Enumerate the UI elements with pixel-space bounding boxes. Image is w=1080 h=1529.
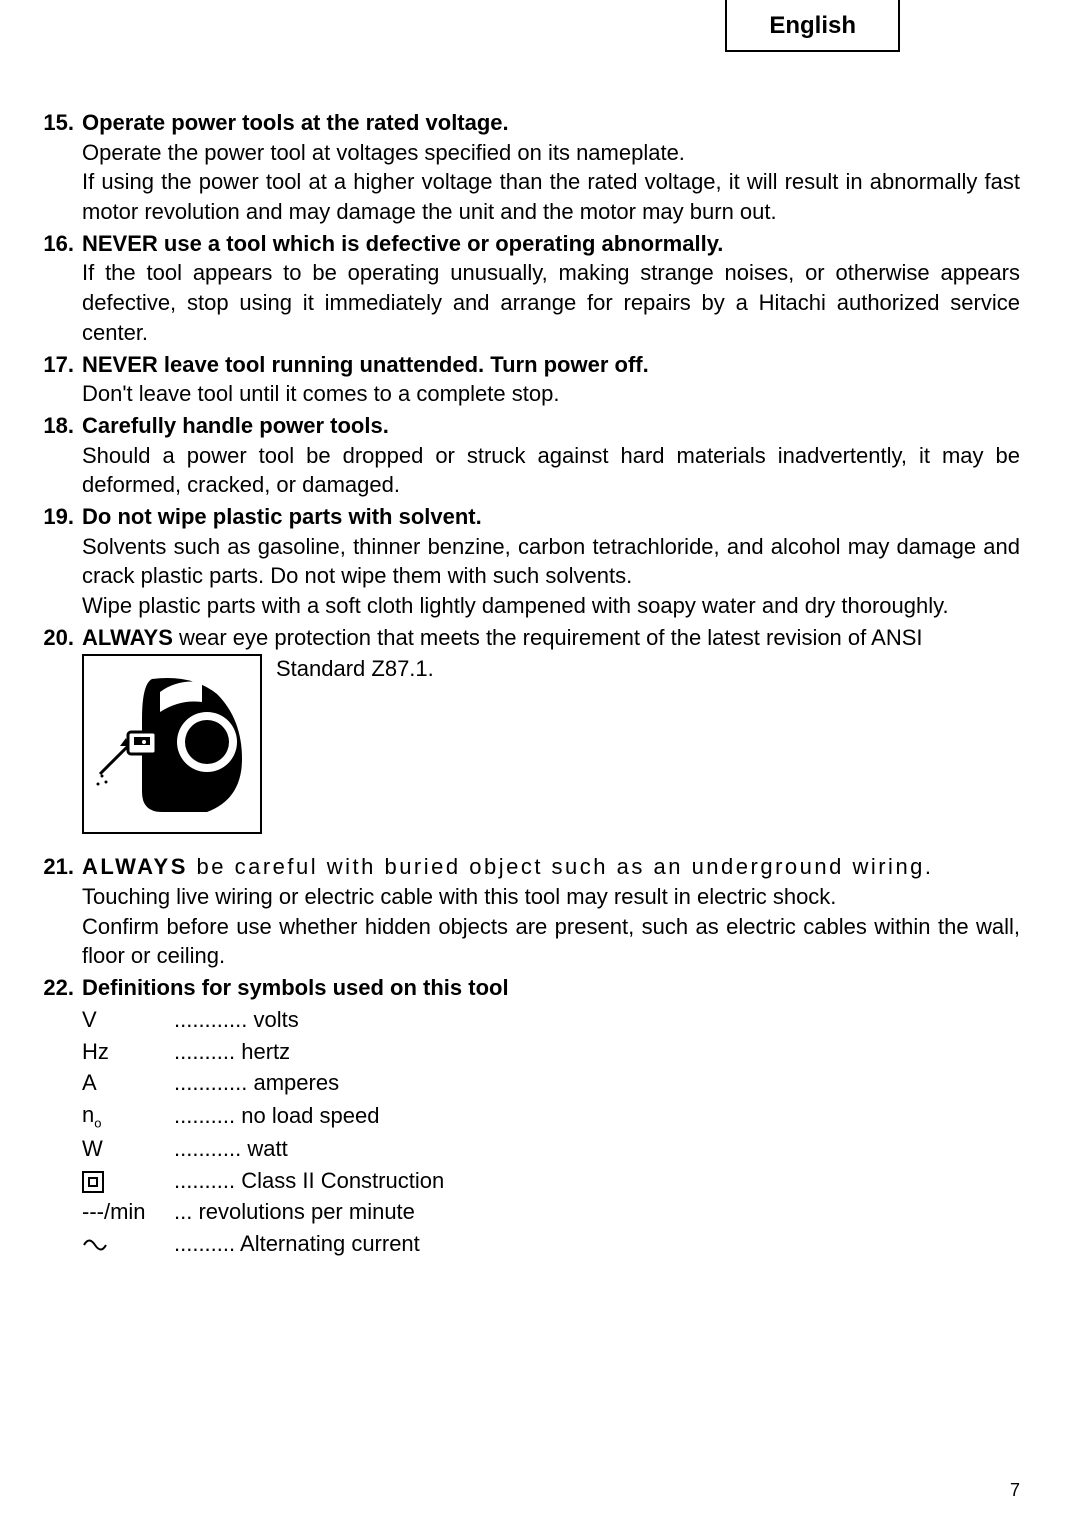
item-para: Operate the power tool at voltages speci… <box>82 138 1020 168</box>
definition-row: W........... watt <box>82 1134 1020 1164</box>
item-para: ALWAYS be careful with buried object suc… <box>82 852 1020 882</box>
item-title: NEVER use a tool which is defective or o… <box>82 229 1020 259</box>
item-number: 15. <box>40 108 82 227</box>
definition-symbol: Hz <box>82 1037 174 1067</box>
item-number: 16. <box>40 229 82 348</box>
definition-text: .......... Alternating current <box>174 1229 420 1259</box>
definition-symbol: no <box>82 1100 174 1132</box>
definition-row: .......... Class II Construction <box>82 1166 1020 1196</box>
definition-row: Hz.......... hertz <box>82 1037 1020 1067</box>
item-number: 19. <box>40 502 82 621</box>
face-shield-icon <box>82 654 262 834</box>
item-para: If using the power tool at a higher volt… <box>82 167 1020 226</box>
item-para: Wipe plastic parts with a soft cloth lig… <box>82 591 1020 621</box>
item-continuation: Standard Z87.1. <box>262 654 434 684</box>
item-title: NEVER leave tool running unattended. Tur… <box>82 350 1020 380</box>
definition-text: ............ volts <box>174 1005 299 1035</box>
item-para: ALWAYS wear eye protection that meets th… <box>82 623 1020 653</box>
item-para: If the tool appears to be operating unus… <box>82 258 1020 347</box>
definition-text: .......... Class II Construction <box>174 1166 444 1196</box>
item-para: Solvents such as gasoline, thinner benzi… <box>82 532 1020 591</box>
item-lead: ALWAYS <box>82 625 173 650</box>
language-tab: English <box>725 0 900 52</box>
item-para: Touching live wiring or electric cable w… <box>82 882 1020 912</box>
item-title: Operate power tools at the rated voltage… <box>82 108 1020 138</box>
ac-icon <box>82 1231 108 1256</box>
item-title: Definitions for symbols used on this too… <box>82 973 1020 1003</box>
item-number: 17. <box>40 350 82 409</box>
item-para: Should a power tool be dropped or struck… <box>82 441 1020 500</box>
safety-icon-block: Standard Z87.1. <box>40 654 1020 834</box>
list-item-18: 18. Carefully handle power tools. Should… <box>40 411 1020 500</box>
definition-symbol: W <box>82 1134 174 1164</box>
list-item-19: 19. Do not wipe plastic parts with solve… <box>40 502 1020 621</box>
definition-text: ........... watt <box>174 1134 288 1164</box>
item-number: 22. <box>40 973 82 1260</box>
definition-row: .......... Alternating current <box>82 1229 1020 1259</box>
list-item-17: 17. NEVER leave tool running unattended.… <box>40 350 1020 409</box>
page-content: 15. Operate power tools at the rated vol… <box>40 108 1020 1261</box>
definition-text: .......... hertz <box>174 1037 290 1067</box>
list-item-21: 21. ALWAYS be careful with buried object… <box>40 852 1020 971</box>
list-item-16: 16. NEVER use a tool which is defective … <box>40 229 1020 348</box>
item-number: 18. <box>40 411 82 500</box>
list-item-22: 22. Definitions for symbols used on this… <box>40 973 1020 1260</box>
definition-row: no.......... no load speed <box>82 1100 1020 1132</box>
definition-symbol: ---/min <box>82 1197 174 1227</box>
item-rest: wear eye protection that meets the requi… <box>173 625 923 650</box>
definition-symbol <box>82 1229 174 1259</box>
item-number: 21. <box>40 852 82 971</box>
definition-row: V............ volts <box>82 1005 1020 1035</box>
item-title: Do not wipe plastic parts with solvent. <box>82 502 1020 532</box>
page-number: 7 <box>1010 1480 1020 1501</box>
item-rest: be careful with buried object such as an… <box>188 854 934 879</box>
item-title: Carefully handle power tools. <box>82 411 1020 441</box>
definition-text: ............ amperes <box>174 1068 339 1098</box>
item-number: 20. <box>40 623 82 653</box>
list-item-20: 20. ALWAYS wear eye protection that meet… <box>40 623 1020 653</box>
definition-text: .......... no load speed <box>174 1101 379 1131</box>
item-para: Don't leave tool until it comes to a com… <box>82 379 1020 409</box>
item-lead: ALWAYS <box>82 854 188 879</box>
definition-symbol <box>82 1166 174 1196</box>
list-item-15: 15. Operate power tools at the rated vol… <box>40 108 1020 227</box>
definition-row: ---/min... revolutions per minute <box>82 1197 1020 1227</box>
definition-symbol: V <box>82 1005 174 1035</box>
item-para: Confirm before use whether hidden object… <box>82 912 1020 971</box>
definition-text: ... revolutions per minute <box>174 1197 415 1227</box>
definition-row: A............ amperes <box>82 1068 1020 1098</box>
class2-icon <box>82 1171 104 1193</box>
definition-symbol: A <box>82 1068 174 1098</box>
